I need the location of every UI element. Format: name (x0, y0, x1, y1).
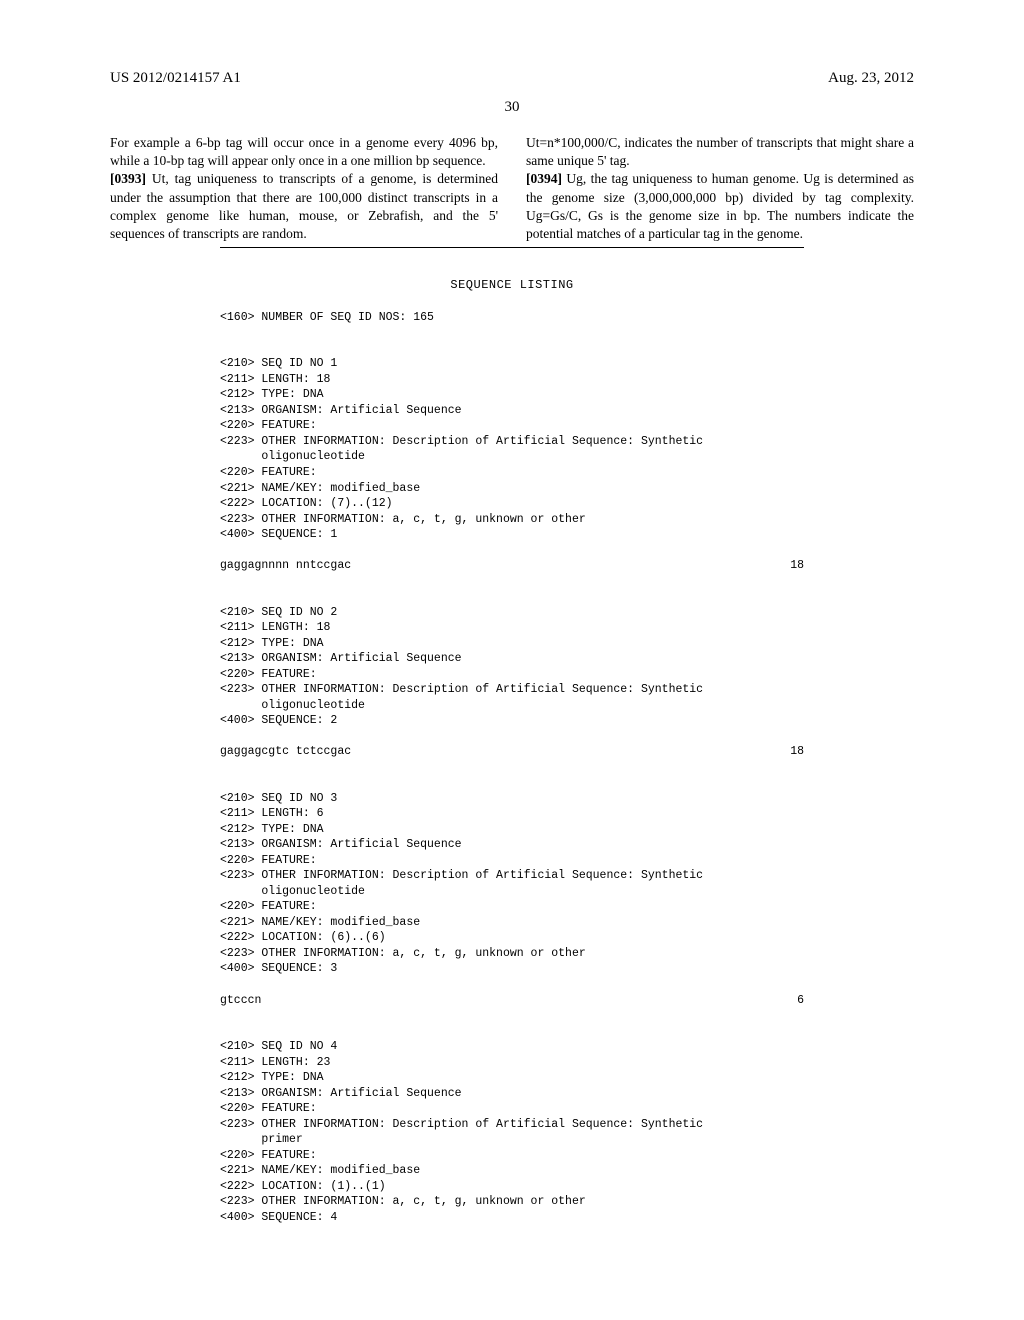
right-column: Ut=n*100,000/C, indicates the number of … (526, 134, 914, 243)
sequence-listing-title: SEQUENCE LISTING (110, 278, 914, 292)
sequence-line: <220> FEATURE: (220, 465, 804, 481)
paragraph-number: [0393] (110, 171, 146, 186)
sequence-line: <223> OTHER INFORMATION: a, c, t, g, unk… (220, 1194, 804, 1210)
sequence-line: oligonucleotide (220, 449, 804, 465)
sequence-line: <400> SEQUENCE: 3 (220, 961, 804, 977)
sequence-line: <223> OTHER INFORMATION: Description of … (220, 434, 804, 450)
publication-date: Aug. 23, 2012 (828, 70, 914, 87)
sequence-line: <221> NAME/KEY: modified_base (220, 1163, 804, 1179)
paragraph-number: [0394] (526, 171, 562, 186)
sequence-line: <223> OTHER INFORMATION: Description of … (220, 868, 804, 884)
sequence-line: <222> LOCATION: (1)..(1) (220, 1179, 804, 1195)
sequence-line: oligonucleotide (220, 698, 804, 714)
sequence-data-row: gaggagcgtc tctccgac 18 (220, 744, 804, 760)
sequence-data: gaggagcgtc tctccgac (220, 744, 351, 760)
sequence-line: <211> LENGTH: 23 (220, 1055, 804, 1071)
sequence-length: 6 (797, 993, 804, 1009)
paragraph-text: Ut=n*100,000/C, indicates the number of … (526, 135, 914, 168)
sequence-line: <221> NAME/KEY: modified_base (220, 915, 804, 931)
sequence-line: <211> LENGTH: 6 (220, 806, 804, 822)
sequence-line: <400> SEQUENCE: 1 (220, 527, 804, 543)
sequence-line: <220> FEATURE: (220, 899, 804, 915)
sequence-data-row: gtcccn 6 (220, 993, 804, 1009)
left-column: For example a 6-bp tag will occur once i… (110, 134, 498, 243)
sequence-data: gaggagnnnn nntccgac (220, 558, 351, 574)
sequence-data-row: gaggagnnnn nntccgac 18 (220, 558, 804, 574)
sequence-line: <212> TYPE: DNA (220, 387, 804, 403)
divider (220, 247, 804, 248)
sequence-line: <220> FEATURE: (220, 418, 804, 434)
sequence-line: <223> OTHER INFORMATION: Description of … (220, 682, 804, 698)
paragraph-text: Ug, the tag uniqueness to human genome. … (526, 171, 914, 241)
sequence-line: <400> SEQUENCE: 2 (220, 713, 804, 729)
publication-number: US 2012/0214157 A1 (110, 70, 241, 87)
sequence-line: <210> SEQ ID NO 3 (220, 791, 804, 807)
sequence-line: <222> LOCATION: (6)..(6) (220, 930, 804, 946)
sequence-line: <213> ORGANISM: Artificial Sequence (220, 651, 804, 667)
sequence-line: <210> SEQ ID NO 4 (220, 1039, 804, 1055)
page-header: US 2012/0214157 A1 Aug. 23, 2012 (110, 70, 914, 87)
sequence-line: <213> ORGANISM: Artificial Sequence (220, 403, 804, 419)
sequence-line: <211> LENGTH: 18 (220, 372, 804, 388)
page-number: 30 (110, 99, 914, 116)
sequence-line: <221> NAME/KEY: modified_base (220, 481, 804, 497)
sequence-listing: <160> NUMBER OF SEQ ID NOS: 165 <210> SE… (110, 294, 914, 1225)
paragraph-text: Ut, tag uniqueness to transcripts of a g… (110, 171, 498, 241)
sequence-data: gtcccn (220, 993, 261, 1009)
sequence-line: primer (220, 1132, 804, 1148)
sequence-line: <223> OTHER INFORMATION: a, c, t, g, unk… (220, 946, 804, 962)
sequence-line: <210> SEQ ID NO 2 (220, 605, 804, 621)
sequence-line: <212> TYPE: DNA (220, 822, 804, 838)
sequence-line: <213> ORGANISM: Artificial Sequence (220, 1086, 804, 1102)
sequence-length: 18 (790, 744, 804, 760)
sequence-line: <210> SEQ ID NO 1 (220, 356, 804, 372)
sequence-length: 18 (790, 558, 804, 574)
sequence-line: <213> ORGANISM: Artificial Sequence (220, 837, 804, 853)
sequence-line: <220> FEATURE: (220, 667, 804, 683)
page: US 2012/0214157 A1 Aug. 23, 2012 30 For … (0, 0, 1024, 1320)
sequence-line: <211> LENGTH: 18 (220, 620, 804, 636)
sequence-line: <212> TYPE: DNA (220, 636, 804, 652)
sequence-line: <220> FEATURE: (220, 1101, 804, 1117)
sequence-line: <223> OTHER INFORMATION: a, c, t, g, unk… (220, 512, 804, 528)
body-columns: For example a 6-bp tag will occur once i… (110, 134, 914, 243)
sequence-line: oligonucleotide (220, 884, 804, 900)
sequence-line: <220> FEATURE: (220, 1148, 804, 1164)
sequence-line: <400> SEQUENCE: 4 (220, 1210, 804, 1226)
paragraph-text: For example a 6-bp tag will occur once i… (110, 135, 498, 168)
sequence-line: <220> FEATURE: (220, 853, 804, 869)
sequence-line: <223> OTHER INFORMATION: Description of … (220, 1117, 804, 1133)
sequence-line: <222> LOCATION: (7)..(12) (220, 496, 804, 512)
sequence-line: <212> TYPE: DNA (220, 1070, 804, 1086)
sequence-line: <160> NUMBER OF SEQ ID NOS: 165 (220, 310, 804, 326)
